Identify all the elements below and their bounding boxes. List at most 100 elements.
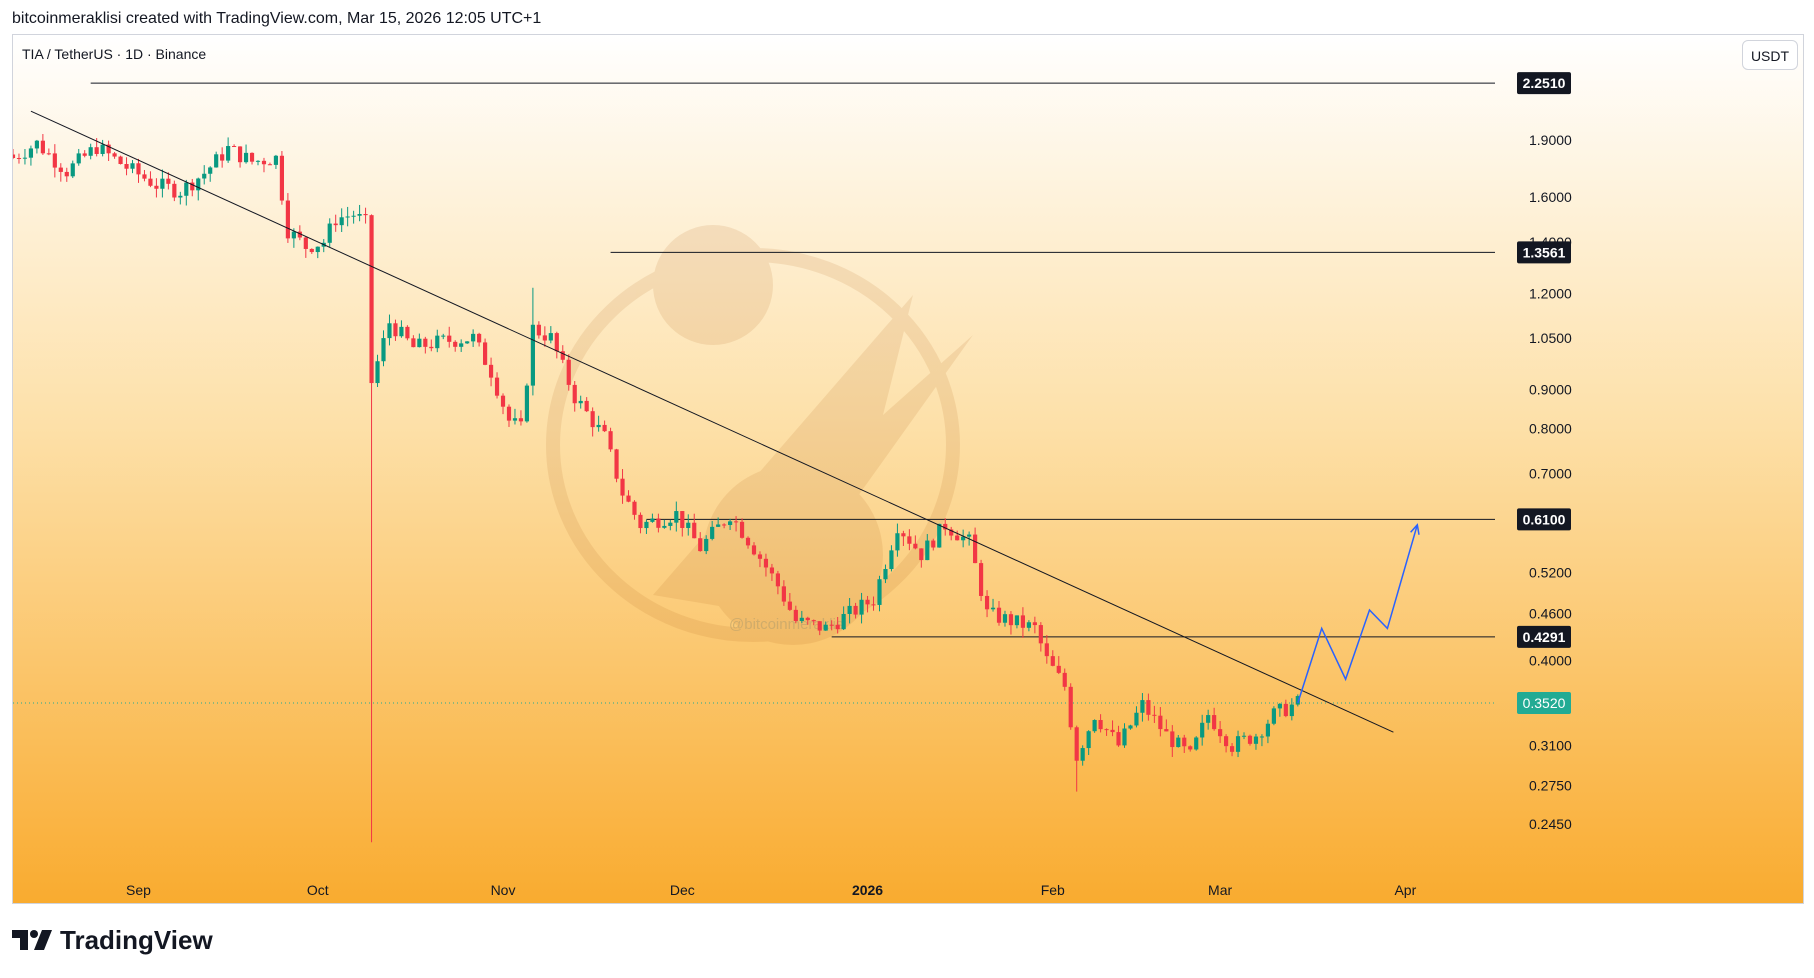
candle-body	[58, 167, 63, 172]
candle-body	[220, 154, 225, 161]
y-tick-label: 1.2000	[1529, 285, 1572, 301]
price-level-label: 0.4291	[1523, 629, 1566, 645]
candle-body	[620, 478, 625, 496]
symbol-title[interactable]: TIA / TetherUS · 1D · Binance	[22, 46, 207, 62]
candle-body	[1158, 715, 1163, 730]
candle-body	[716, 524, 721, 527]
candle-body	[1068, 686, 1073, 728]
candle-body	[82, 153, 87, 156]
x-tick-label: 2026	[852, 882, 883, 898]
candle-body	[584, 400, 589, 412]
candle-body	[303, 237, 308, 249]
candle-body	[1223, 736, 1229, 747]
candle-body	[733, 521, 739, 523]
candle-body	[847, 605, 852, 614]
candle-body	[345, 216, 350, 218]
price-level-label-bg	[1517, 241, 1571, 264]
candle-body	[799, 617, 804, 622]
candle-body	[232, 146, 237, 148]
candle-body	[560, 351, 565, 360]
candle-body	[202, 173, 207, 179]
candle-body	[805, 617, 810, 621]
tradingview-logo[interactable]: TradingView	[12, 925, 213, 955]
candle-body	[978, 563, 984, 596]
candle-body	[261, 160, 267, 165]
candle-body	[1062, 672, 1067, 687]
candle-body	[267, 164, 273, 166]
price-level-label: 2.2510	[1523, 75, 1566, 91]
candle-body	[973, 534, 978, 564]
candle-body	[644, 521, 649, 529]
candle-body	[291, 231, 296, 239]
candle-body	[1098, 720, 1103, 730]
candle-body	[1176, 737, 1181, 748]
candle-body	[835, 624, 840, 630]
candle-body	[13, 154, 16, 159]
candle-body	[512, 418, 518, 421]
candle-body	[399, 326, 404, 337]
candle-body	[919, 548, 924, 561]
candle-body	[961, 536, 966, 541]
candle-body	[1032, 622, 1037, 626]
candle-body	[853, 605, 858, 615]
candle-body	[1170, 731, 1175, 748]
candle-body	[1110, 729, 1115, 733]
candle-body	[488, 364, 494, 378]
candle-body	[967, 534, 972, 537]
candle-body	[1277, 703, 1282, 709]
candle-body	[16, 158, 22, 160]
candle-body	[482, 342, 488, 365]
candle-body	[829, 624, 834, 626]
candle-body	[243, 152, 249, 163]
candle-body	[1212, 715, 1217, 730]
candle-body	[1092, 720, 1097, 732]
candle-body	[1188, 746, 1193, 750]
candle-body	[1194, 737, 1199, 750]
chart-area[interactable]: @bitcoinmeraklisi 1.90001.60001.40001.20…	[12, 34, 1804, 904]
candle-body	[704, 538, 709, 552]
watermark-logo	[546, 225, 973, 645]
candle-body	[674, 511, 679, 523]
candle-body	[913, 543, 918, 549]
candle-body	[453, 341, 458, 347]
candle-body	[907, 536, 912, 544]
candle-body	[1253, 736, 1259, 744]
candle-body	[76, 153, 81, 164]
candlestick-chart[interactable]: @bitcoinmeraklisi 1.90001.60001.40001.20…	[13, 35, 1804, 904]
candle-body	[1241, 735, 1247, 737]
candle-body	[596, 424, 601, 428]
candle-body	[226, 146, 231, 161]
price-level-label-bg	[1517, 508, 1571, 531]
candle-body	[787, 601, 792, 610]
candle-body	[865, 599, 870, 605]
candle-body	[273, 155, 279, 165]
price-level-label-bg	[1517, 72, 1571, 95]
candle-body	[626, 495, 631, 502]
candle-body	[506, 406, 512, 421]
candle-body	[106, 144, 111, 154]
candle-body	[112, 153, 117, 157]
candle-body	[793, 609, 798, 622]
y-tick-label: 0.2750	[1529, 777, 1572, 793]
candle-body	[817, 621, 822, 631]
candle-body	[877, 579, 882, 605]
candle-body	[46, 153, 51, 155]
candle-body	[536, 324, 541, 336]
x-tick-label: Apr	[1394, 882, 1416, 898]
candle-body	[28, 148, 34, 158]
candle-body	[1146, 700, 1151, 715]
candle-body	[52, 153, 57, 168]
price-level-label-bg	[1517, 625, 1571, 648]
currency-button[interactable]: USDT	[1742, 40, 1798, 70]
candle-body	[1056, 665, 1061, 673]
candle-body	[602, 424, 607, 432]
candle-body	[638, 514, 643, 529]
candle-body	[656, 518, 661, 528]
y-tick-label: 0.4600	[1529, 606, 1572, 622]
candle-body	[943, 523, 948, 530]
x-tick-label: Mar	[1208, 882, 1232, 898]
candle-body	[1259, 736, 1265, 738]
candle-body	[1283, 703, 1288, 717]
tradingview-logo-text: TradingView	[60, 924, 213, 955]
candle-body	[297, 231, 302, 238]
